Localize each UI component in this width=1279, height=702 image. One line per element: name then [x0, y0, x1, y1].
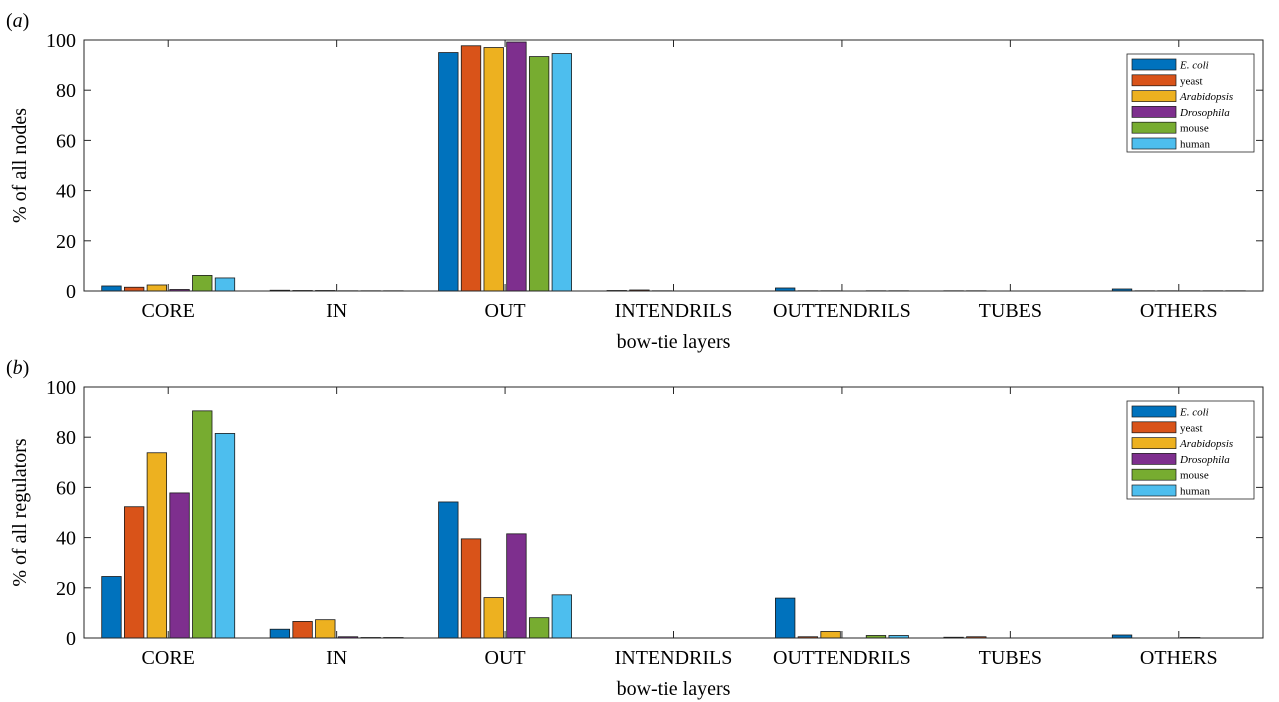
legend-swatch: [1131, 421, 1177, 434]
bar-in-yeast: [292, 621, 313, 639]
bar-in-arabidopsis: [315, 619, 336, 639]
legend-swatch: [1131, 90, 1177, 102]
y-tick-label: 40: [56, 528, 76, 550]
legend-entry-label: E. coli: [1179, 60, 1209, 72]
y-tick-label: 0: [66, 628, 76, 650]
chart-panel-a: 0 20 40 60 80 100 CORE IN OUT INTENDRILS OUTTENDRI…: [6, 10, 1264, 353]
x-category-label: TUBES: [979, 300, 1042, 322]
x-category-label: OUT: [485, 647, 526, 669]
x-category-label: OTHERS: [1140, 647, 1218, 669]
legend: E. coli yeast Arabidopsis Drosophila mouse hu…: [1126, 400, 1255, 500]
x-category-label: TUBES: [979, 647, 1042, 669]
legend-entry-label: E. coli: [1179, 407, 1209, 419]
bar-out-e-coli: [438, 501, 459, 639]
legend-entry-label: Arabidopsis: [1179, 438, 1233, 450]
legend-entry-label: yeast: [1180, 75, 1203, 87]
x-category-label: IN: [326, 300, 347, 322]
bar-out-human: [551, 594, 572, 639]
legend-swatch: [1131, 121, 1177, 134]
y-axis-label: % of all nodes: [9, 108, 31, 223]
bar-out-yeast: [460, 538, 482, 639]
legend-swatch: [1131, 405, 1177, 418]
bar-core-yeast: [124, 506, 145, 639]
bar-core-human: [214, 433, 236, 639]
y-tick-label: 80: [56, 80, 76, 102]
bar-in-e-coli: [269, 628, 291, 639]
bar-core-drosophila: [169, 492, 190, 639]
plot-area-box: [83, 39, 1264, 292]
legend-entry-label: Drosophila: [1179, 454, 1230, 466]
legend-entry-label: human: [1180, 139, 1210, 151]
legend-swatch: [1131, 437, 1177, 449]
legend-entry-label: Drosophila: [1179, 107, 1230, 119]
legend-swatch: [1131, 468, 1177, 481]
bar-outtendrils-arabidopsis: [820, 631, 841, 639]
x-axis-label: bow-tie layers: [617, 678, 731, 700]
x-category-label: INTENDRILS: [615, 300, 733, 322]
y-tick-label: 20: [56, 231, 76, 253]
legend-swatch: [1131, 484, 1177, 497]
legend-swatch: [1131, 453, 1177, 465]
plot-area-box: [83, 386, 1264, 639]
y-tick-label: 40: [56, 181, 76, 203]
bar-out-arabidopsis: [483, 47, 504, 292]
panel-label: (b): [6, 357, 29, 379]
bar-out-drosophila: [506, 41, 527, 292]
x-category-label: OTHERS: [1140, 300, 1218, 322]
legend-swatch: [1131, 106, 1177, 118]
bar-core-arabidopsis: [146, 452, 168, 639]
bar-out-e-coli: [438, 52, 459, 292]
legend-entry-label: human: [1180, 486, 1210, 498]
x-axis-label: bow-tie layers: [617, 331, 731, 353]
bar-core-arabidopsis: [146, 284, 168, 292]
x-category-label: CORE: [142, 300, 195, 322]
x-category-label: OUTTENDRILS: [773, 647, 911, 669]
legend-swatch: [1131, 137, 1177, 150]
legend: E. coli yeast Arabidopsis Drosophila mouse hu…: [1126, 53, 1255, 153]
legend-entry-label: yeast: [1180, 422, 1203, 434]
bar-out-drosophila: [506, 533, 527, 639]
y-tick-label: 60: [56, 477, 76, 499]
x-category-label: OUTTENDRILS: [773, 300, 911, 322]
bar-out-arabidopsis: [483, 597, 504, 639]
bar-outtendrils-e-coli: [775, 597, 796, 639]
bar-core-yeast: [124, 286, 145, 292]
bar-core-e-coli: [101, 285, 122, 292]
legend-entry-label: mouse: [1180, 123, 1209, 135]
bar-core-e-coli: [101, 576, 122, 639]
x-category-label: OUT: [485, 300, 526, 322]
y-axis-label: % of all regulators: [9, 438, 31, 586]
bar-core-human: [214, 277, 236, 292]
bar-core-mouse: [192, 275, 213, 292]
bar-out-mouse: [528, 617, 550, 639]
bar-core-mouse: [192, 410, 213, 639]
y-tick-label: 100: [46, 30, 76, 52]
legend-swatch: [1131, 74, 1177, 87]
chart-panel-b: 0 20 40 60 80 100 CORE IN OUT INTENDRILS OUTTENDRI…: [6, 357, 1264, 700]
y-tick-label: 80: [56, 427, 76, 449]
x-category-label: IN: [326, 647, 347, 669]
bar-out-mouse: [528, 56, 550, 292]
x-category-label: CORE: [142, 647, 195, 669]
y-tick-label: 0: [66, 281, 76, 303]
legend-swatch: [1131, 58, 1177, 71]
legend-entry-label: Arabidopsis: [1179, 91, 1233, 103]
bar-out-human: [551, 53, 572, 292]
bar-out-yeast: [460, 45, 482, 292]
panel-label: (a): [6, 10, 29, 32]
y-tick-label: 20: [56, 578, 76, 600]
x-category-label: INTENDRILS: [615, 647, 733, 669]
y-tick-label: 60: [56, 130, 76, 152]
y-tick-label: 100: [46, 377, 76, 399]
legend-entry-label: mouse: [1180, 470, 1209, 482]
